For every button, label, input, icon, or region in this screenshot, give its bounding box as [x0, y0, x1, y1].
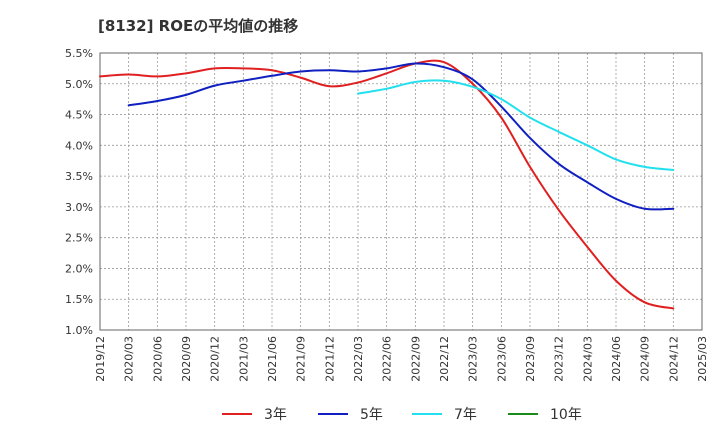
y-tick-label: 1.5%: [65, 293, 93, 306]
x-tick-label: 2021/09: [295, 336, 308, 382]
plot-frame: [99, 52, 703, 331]
y-tick-label: 5.0%: [65, 78, 93, 91]
x-tick-label: 2023/12: [553, 336, 566, 382]
x-tick-label: 2022/03: [352, 336, 365, 382]
x-tick-label: 2023/06: [495, 336, 508, 382]
legend: 3年 5年 7年 10年: [222, 407, 582, 423]
x-tick-label: 2022/06: [381, 336, 394, 382]
legend-label-3: 10年: [550, 407, 582, 423]
y-tick-label: 2.5%: [65, 232, 93, 245]
x-tick-label: 2021/03: [237, 336, 250, 382]
x-tick-label: 2025/03: [696, 336, 709, 382]
legend-label-0: 3年: [264, 407, 287, 423]
x-tick-label: 2024/03: [581, 336, 594, 382]
series-line-0: [99, 59, 675, 310]
x-tick-label: 2023/03: [467, 336, 480, 382]
x-tick-label: 2024/12: [667, 336, 680, 382]
x-tick-label: 2024/06: [610, 336, 623, 382]
x-tick-label: 2020/03: [123, 336, 136, 382]
y-tick-label: 3.5%: [65, 170, 93, 183]
x-tick-label: 2022/09: [409, 336, 422, 382]
y-tick-label: 4.5%: [65, 109, 93, 122]
y-tick-label: 3.0%: [65, 201, 93, 214]
x-tick-label: 2023/09: [524, 336, 537, 382]
legend-label-2: 7年: [454, 407, 477, 423]
x-tick-label: 2020/12: [209, 336, 222, 382]
y-tick-label: 2.0%: [65, 262, 93, 275]
series-line-2: [357, 79, 675, 171]
y-tick-label: 5.5%: [65, 47, 93, 60]
series-line-1: [127, 62, 675, 211]
x-tick-label: 2021/12: [323, 336, 336, 382]
x-tick-label: 2020/09: [180, 336, 193, 382]
x-tick-label: 2024/09: [639, 336, 652, 382]
x-tick-label: 2021/06: [266, 336, 279, 382]
y-tick-label: 4.0%: [65, 139, 93, 152]
x-tick-label: 2020/06: [151, 336, 164, 382]
y-tick-label: 1.0%: [65, 324, 93, 337]
chart-title: [8132] ROEの平均値の推移: [98, 17, 298, 35]
legend-label-1: 5年: [360, 407, 383, 423]
x-tick-label: 2019/12: [94, 336, 107, 382]
plot-area: 1.0% 1.5% 2.0% 2.5% 3.0% 3.5% 4.0% 4.5% 5.0% 5.5%…: [65, 47, 709, 382]
x-tick-label: 2022/12: [438, 336, 451, 382]
